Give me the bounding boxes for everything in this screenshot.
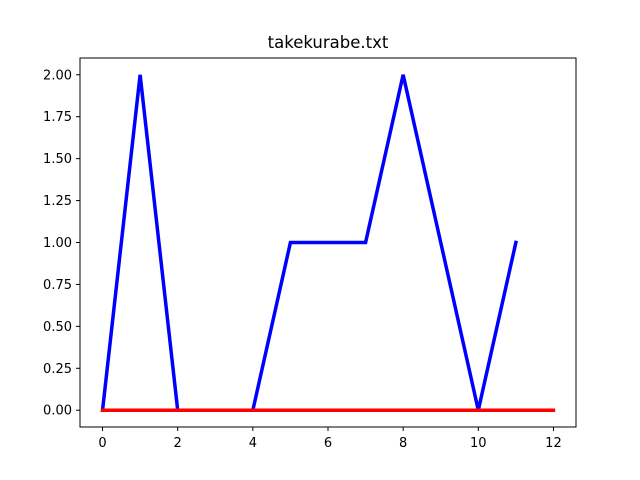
y-tick-label: 1.75 [43,110,72,125]
x-tick-label: 2 [174,436,182,451]
y-tick-label: 2.00 [43,68,72,83]
y-tick-label: 1.00 [43,236,72,251]
x-tick-label: 12 [545,436,562,451]
y-tick-label: 0.75 [43,278,72,293]
chart-title: takekurabe.txt [268,33,389,52]
y-tick-label: 0.25 [43,362,72,377]
x-tick-label: 10 [470,436,487,451]
series-line-1 [100,74,518,413]
x-tick-label: 8 [399,436,407,451]
series-lines [100,74,556,413]
axes: 0 2 4 6 8 10 12 0.00 0.25 0.50 0.75 1.00 1.25 1.50 1.7… [43,57,577,451]
y-tick-label: 0.00 [43,404,72,419]
x-tick-label: 6 [324,436,332,451]
x-tick-label: 0 [98,436,106,451]
x-tick-label: 4 [249,436,257,451]
y-tick-label: 1.25 [43,194,72,209]
y-tick-label: 0.50 [43,320,72,335]
y-tick-label: 1.50 [43,152,72,167]
